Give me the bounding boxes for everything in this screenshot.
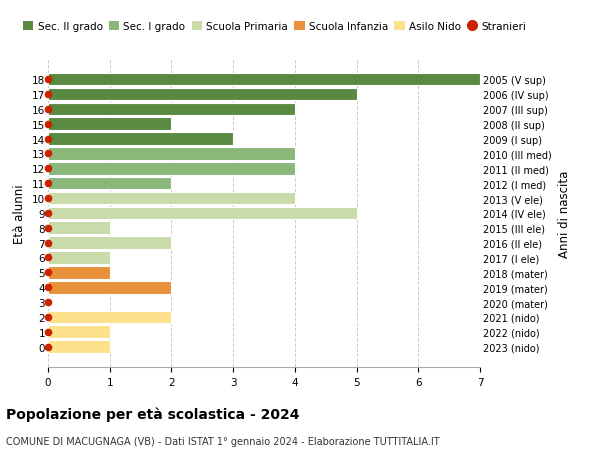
Bar [48,341,110,353]
Bar [48,311,172,324]
Text: Popolazione per età scolastica - 2024: Popolazione per età scolastica - 2024 [6,406,299,421]
Text: COMUNE DI MACUGNAGA (VB) - Dati ISTAT 1° gennaio 2024 - Elaborazione TUTTITALIA.: COMUNE DI MACUGNAGA (VB) - Dati ISTAT 1°… [6,436,440,446]
Bar [48,73,480,86]
Bar [48,281,172,294]
Bar [48,89,356,101]
Bar [48,133,233,146]
Bar [48,267,110,279]
Bar [48,148,295,160]
Legend: Sec. II grado, Sec. I grado, Scuola Primaria, Scuola Infanzia, Asilo Nido, Stran: Sec. II grado, Sec. I grado, Scuola Prim… [23,22,527,32]
Y-axis label: Anni di nascita: Anni di nascita [559,170,571,257]
Bar [48,207,356,220]
Bar [48,222,110,235]
Bar [48,162,295,175]
Bar [48,237,172,249]
Bar [48,192,295,205]
Bar [48,103,295,116]
Bar [48,118,172,131]
Y-axis label: Età alunni: Età alunni [13,184,26,243]
Bar [48,178,172,190]
Bar [48,326,110,338]
Bar [48,252,110,264]
